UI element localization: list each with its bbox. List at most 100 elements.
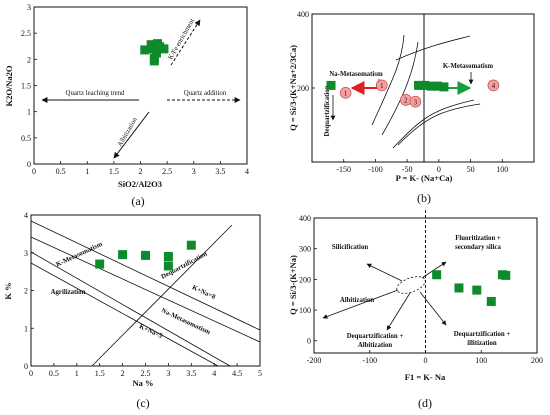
panel-b-data-points — [326, 80, 449, 92]
panel-c-boundary-line-3 — [30, 251, 231, 367]
panel-c-data-point — [141, 250, 150, 260]
panel-d-silicification-label: Silicification — [332, 244, 368, 251]
panel-c-data-point — [186, 240, 196, 250]
panel-b-x-ticks: -150 -100 -50 0 50 100 — [336, 159, 508, 174]
panel-b-y-tick-label: 200 — [297, 84, 309, 93]
panel-c-x-tick-label: 2.5 — [141, 369, 151, 378]
panel-a-x-tick-label: 1.5 — [109, 167, 119, 176]
panel-c-x-tick-label: 1.5 — [95, 369, 105, 378]
panel-b-numbered-marker — [409, 95, 422, 108]
panel-b-numbered-marker — [375, 79, 388, 92]
panel-a-k-enrichment-label: K/Fe enrichment — [167, 18, 196, 61]
panel-c-x-tick-label: 1 — [75, 369, 79, 378]
panel-b-x-tick-label: -150 — [336, 165, 351, 174]
panel-b-dequartzification-label: Dequartzification — [324, 85, 331, 136]
panel-b-x-axis-label: P = K- (Na+Ca) — [396, 173, 453, 183]
panel-c-boundary-line-4 — [30, 262, 219, 367]
panel-b-data-point — [426, 81, 436, 91]
panel-d-data-points — [432, 270, 511, 306]
panel-a-y-tick-label: 3 — [27, 3, 31, 12]
panel-b-caption: (b) — [417, 191, 431, 205]
panel-d-y-ticks: 0 100 200 300 400 — [299, 214, 317, 346]
panel-c-y-tick-label: 1 — [24, 324, 28, 333]
panel-a-x-tick-label: 1 — [85, 167, 89, 176]
panel-d-x-tick-label: -100 — [362, 356, 377, 365]
panel-b-x-tick-label: 100 — [496, 165, 508, 174]
panel-a-y-tick-label: 0.5 — [21, 134, 31, 143]
panel-a-data-point — [140, 45, 150, 55]
panel-d-dequartz-illit-arrow — [419, 291, 447, 326]
panel-d: -200 -100 0 100 200 0 100 200 300 400 F1 = K- Na… — [288, 210, 543, 410]
panel-a-data-point — [151, 48, 161, 58]
panel-d-data-point — [432, 270, 442, 280]
panel-a-y-tick-label: 1.5 — [21, 82, 31, 91]
panel-b-y-tick-label: 400 — [297, 10, 309, 19]
panel-b-data-point — [414, 80, 424, 90]
panel-d-y-tick-label: 0 — [307, 337, 311, 346]
panel-c-x-tick-label: 3.5 — [186, 369, 196, 378]
panel-d-x-tick-label: 100 — [475, 356, 487, 365]
panel-d-data-point — [486, 296, 496, 306]
panel-d-albitization-arrow — [322, 289, 399, 319]
panel-b-y-axis-label: Q = Si/3-(K+Na+2/3Ca) — [288, 45, 298, 131]
panel-b-boundary-curve-5 — [395, 35, 471, 61]
panel-a-y-tick-label: 2 — [27, 55, 31, 64]
panel-d-secondary-silica-label: secondary silica — [455, 244, 501, 251]
panel-d-fluoritization-arrow — [421, 261, 447, 279]
panel-d-caption: (d) — [418, 396, 432, 410]
panel-d-x-axis-label: F1 = K- Na — [405, 372, 446, 382]
panel-c-x-tick-label: 3 — [166, 369, 170, 378]
panel-a-x-tick-label: 0 — [32, 167, 36, 176]
panel-c-x-axis-label: Na % — [132, 378, 153, 388]
panel-d-x-tick-label: -200 — [307, 356, 322, 365]
panel-d-dequartz-albit-label-2: Albitization — [358, 342, 393, 349]
panel-c-x-tick-label: 5 — [258, 369, 262, 378]
panel-b-boundary-curve-1 — [371, 34, 405, 126]
panel-b-k-metasomatism-label: K-Metasomatism — [443, 63, 494, 70]
panel-a-x-tick-label: 2.5 — [162, 167, 172, 176]
panel-b-numbered-markers: 1 1 2 3 4 — [339, 79, 500, 108]
panel-b-numbered-marker-label: 1 — [380, 83, 383, 90]
panel-c-dequartzification-line — [91, 224, 233, 367]
panel-a-quartz-addition-label: Quartz addition — [184, 90, 227, 97]
panel-b-numbered-marker — [339, 87, 352, 99]
panel-b-na-metasomatism-label: Na-Metasomatism — [329, 71, 383, 78]
panel-d-data-point — [472, 285, 482, 295]
panel-d-albitization-label: Albitization — [340, 297, 375, 304]
panel-b-data-point — [326, 80, 336, 90]
panel-d-x-tick-label: 200 — [531, 356, 543, 365]
panel-c-y-axis-label: K % — [3, 282, 13, 299]
panel-b-x-tick-label: -100 — [368, 165, 383, 174]
panel-b-boundary-curve-2 — [381, 41, 419, 136]
panel-d-y-axis-label: Q = Si/3-(K+Na) — [288, 255, 298, 315]
panel-a-y-ticks: 0 0.5 1 1.5 2 2.5 3 — [21, 3, 37, 169]
panel-d-silicification-arrow — [366, 263, 403, 282]
panel-c-y-tick-label: 0 — [24, 362, 28, 371]
panel-a-caption: (a) — [131, 194, 144, 208]
panel-d-y-tick-label: 400 — [299, 214, 311, 223]
panel-c-x-tick-label: 4.5 — [232, 369, 242, 378]
panel-b-data-point — [420, 80, 430, 90]
panel-b-numbered-marker-label: 2 — [404, 97, 408, 104]
panel-b-boundary-curve-4 — [397, 103, 481, 146]
panel-c-agrilization-label: Agrilization — [51, 289, 86, 296]
panel-d-x-tick-label: 0 — [424, 356, 428, 365]
panel-b-boundary-curve-3 — [392, 99, 475, 149]
panel-a-y-axis-label: K2O/Na2O — [4, 65, 14, 106]
panel-a-data-points — [140, 39, 169, 66]
panel-c-x-tick-label: 2 — [121, 369, 125, 378]
panel-b-numbered-marker-label: 4 — [492, 83, 496, 90]
panel-d-data-point — [454, 283, 464, 293]
panel-d-data-point — [501, 270, 511, 280]
panel-a-x-axis-label: SiO2/Al2O3 — [118, 179, 162, 189]
panel-d-origin-ellipse — [396, 276, 426, 294]
panel-a-data-point — [149, 56, 159, 66]
panel-a: 0 0.5 1 1.5 2 2.5 3 3.5 4 0 0.5 1 1.5 2 2.5 3 SiO2/Al2… — [4, 3, 249, 208]
panel-b-numbered-marker-label: 3 — [414, 99, 418, 106]
panel-c-y-ticks: 0 1 2 3 4 — [24, 211, 34, 371]
panel-d-dequartz-illit-label-2: illitization — [467, 340, 497, 347]
panel-a-albitization-arrow — [113, 111, 150, 159]
